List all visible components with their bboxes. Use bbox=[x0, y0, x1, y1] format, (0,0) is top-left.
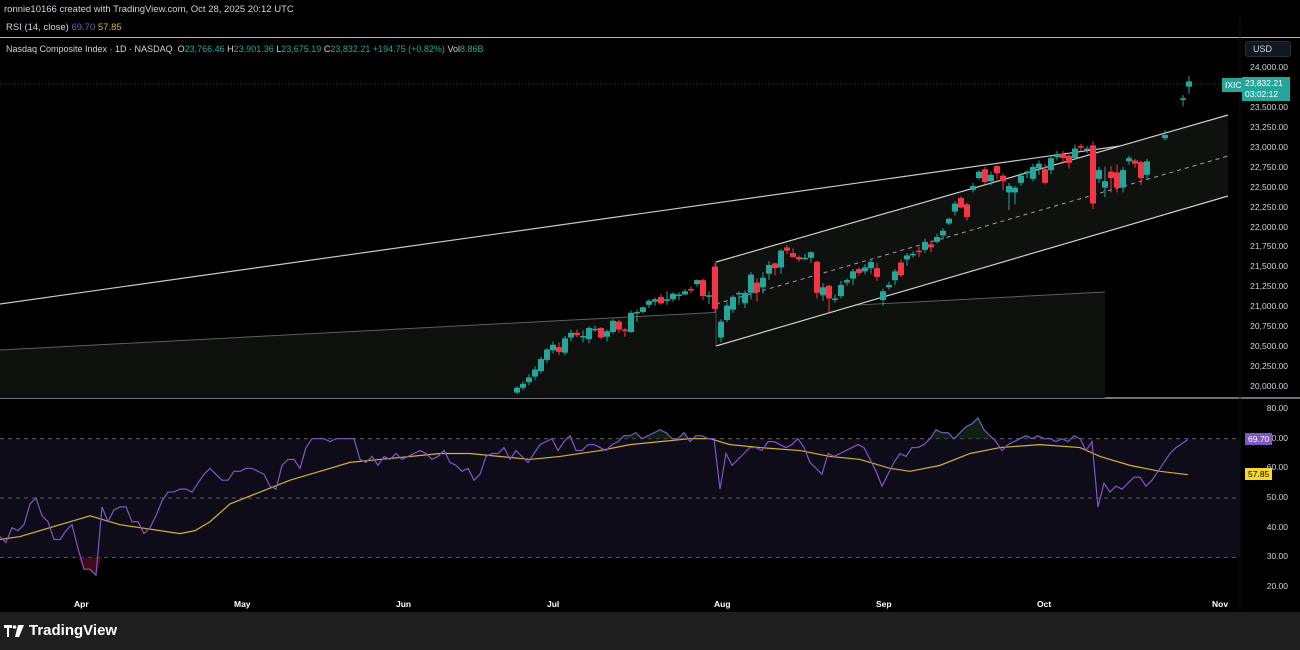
price-tick: 22,500.00 bbox=[1250, 181, 1288, 192]
price-tick: 22,250.00 bbox=[1250, 201, 1288, 212]
symbol-title[interactable]: Nasdaq Composite Index · 1D · NASDAQ bbox=[6, 44, 173, 54]
rsi-tick: 80.00 bbox=[1266, 403, 1288, 413]
low-value: 23,675.19 bbox=[281, 44, 322, 54]
price-tick: 20,500.00 bbox=[1250, 341, 1288, 352]
last-price-label: 23,832.21 03:02:12 bbox=[1242, 77, 1290, 101]
close-label: C bbox=[323, 44, 331, 54]
rsi-tick: 30.00 bbox=[1266, 551, 1288, 562]
high-label: H bbox=[227, 44, 234, 54]
price-tick: 21,750.00 bbox=[1250, 241, 1288, 252]
price-tick: 20,000.00 bbox=[1250, 381, 1288, 391]
price-tick: 23,500.00 bbox=[1250, 101, 1288, 112]
time-tick: Apr bbox=[74, 599, 89, 609]
rsi-ma-legend-value: 57.85 bbox=[97, 22, 122, 33]
rsi-tick: 20.00 bbox=[1266, 581, 1288, 591]
time-tick: May bbox=[234, 599, 251, 609]
price-tick: 22,000.00 bbox=[1250, 221, 1288, 232]
top-rsi-legend: RSI (14, close) 69.70 57.85 bbox=[0, 18, 1300, 38]
chart-canvas[interactable] bbox=[0, 18, 1300, 612]
price-tick: 24,000.00 bbox=[1250, 62, 1288, 72]
rsi-ma-line[interactable] bbox=[0, 438, 1189, 541]
time-tick: Oct bbox=[1037, 599, 1052, 609]
rsi-ma-value-tag: 57.85 bbox=[1245, 468, 1273, 480]
price-tick: 20,750.00 bbox=[1250, 321, 1288, 332]
watermark: ronnie10166 created with TradingView.com… bbox=[0, 0, 1300, 18]
time-tick: Aug bbox=[714, 599, 731, 609]
footer: TradingView bbox=[0, 612, 1300, 650]
price-tick: 23,250.00 bbox=[1250, 121, 1288, 132]
change-value: +194.75 (+0.82%) bbox=[372, 44, 445, 54]
last-price-value: 23,832.21 bbox=[1245, 78, 1283, 88]
tradingview-logo-icon bbox=[4, 624, 24, 637]
high-value: 23,901.36 bbox=[233, 44, 274, 54]
time-tick: Sep bbox=[876, 599, 892, 609]
rsi-value-tag: 69.70 bbox=[1245, 433, 1273, 445]
price-tick: 21,500.00 bbox=[1250, 261, 1288, 272]
tradingview-logo[interactable]: TradingView bbox=[4, 622, 117, 639]
rsi-tick: 40.00 bbox=[1266, 521, 1288, 532]
open-label: O bbox=[177, 44, 185, 54]
price-tick: 23,000.00 bbox=[1250, 141, 1288, 152]
price-tick: 20,250.00 bbox=[1250, 361, 1288, 372]
rsi-tick: 50.00 bbox=[1266, 492, 1288, 502]
symbol-legend: Nasdaq Composite Index · 1D · NASDAQ O23… bbox=[0, 40, 1240, 58]
open-value: 23,766.46 bbox=[184, 44, 225, 54]
symbol-tag: IXIC bbox=[1222, 78, 1245, 92]
volume-label: Vol bbox=[447, 44, 460, 54]
low-label: L bbox=[276, 44, 282, 54]
bar-countdown: 03:02:12 bbox=[1245, 89, 1279, 99]
time-tick: Jun bbox=[396, 599, 412, 609]
brand-name: TradingView bbox=[29, 622, 118, 639]
price-tick: 22,750.00 bbox=[1250, 161, 1288, 172]
price-tick: 21,250.00 bbox=[1250, 281, 1288, 292]
rsi-tick: 60.00 bbox=[1266, 462, 1288, 473]
price-tick: 21,000.00 bbox=[1250, 301, 1288, 312]
time-tick: Nov bbox=[1212, 599, 1229, 609]
candlestick-series[interactable] bbox=[514, 75, 1192, 395]
rsi-line[interactable] bbox=[0, 416, 1189, 577]
currency-button[interactable]: USD bbox=[1245, 41, 1291, 57]
rsi-tick: 70.00 bbox=[1266, 432, 1288, 443]
rsi-legend-name[interactable]: RSI (14, close) bbox=[6, 22, 69, 33]
rsi-legend-value: 69.70 bbox=[71, 22, 96, 33]
close-value: 23,832.21 bbox=[330, 44, 371, 54]
volume-value: 8.86B bbox=[459, 44, 484, 54]
time-tick: Jul bbox=[547, 599, 560, 609]
